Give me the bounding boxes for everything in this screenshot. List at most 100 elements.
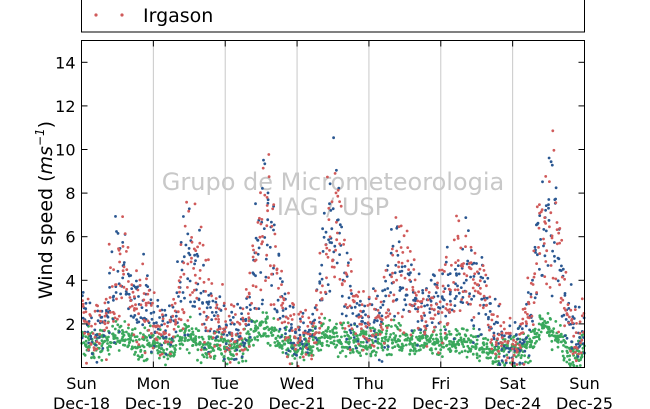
data-point — [457, 272, 461, 276]
data-point — [336, 355, 340, 359]
data-point — [194, 259, 197, 262]
data-point — [456, 264, 460, 267]
data-point — [497, 333, 501, 337]
data-point — [530, 339, 533, 343]
data-point — [260, 320, 264, 324]
x-tick-label-date: Dec-21 — [269, 394, 326, 409]
data-point — [322, 333, 326, 337]
data-point — [188, 293, 192, 297]
data-point — [92, 346, 96, 350]
data-point — [350, 292, 353, 295]
data-point — [376, 346, 380, 350]
data-point — [449, 340, 453, 343]
data-point — [452, 281, 455, 284]
data-point — [293, 343, 297, 347]
data-point — [166, 357, 170, 361]
data-point — [309, 345, 312, 348]
data-point — [573, 308, 577, 311]
data-point — [318, 281, 322, 285]
data-point — [138, 284, 142, 287]
data-point — [579, 358, 582, 362]
data-point — [503, 334, 506, 338]
data-point — [518, 340, 522, 344]
data-point — [281, 301, 285, 305]
data-point — [95, 333, 99, 337]
data-point — [523, 340, 526, 344]
data-point — [455, 294, 458, 298]
data-point — [344, 340, 348, 344]
data-point — [174, 344, 178, 347]
data-point — [570, 317, 574, 321]
data-point — [109, 266, 112, 269]
data-point — [207, 352, 211, 356]
data-point — [208, 355, 212, 358]
data-point — [118, 330, 121, 334]
data-point — [423, 304, 426, 308]
data-point — [334, 191, 338, 195]
data-point — [343, 305, 346, 308]
data-point — [194, 327, 198, 331]
data-point — [519, 356, 523, 360]
data-point — [266, 191, 270, 195]
data-point — [169, 341, 173, 344]
data-point — [344, 303, 348, 306]
data-point — [470, 249, 473, 252]
data-point — [353, 300, 356, 303]
y-tick-label: 12 — [55, 97, 75, 116]
data-point — [374, 335, 377, 339]
data-point — [141, 262, 145, 266]
data-point — [261, 187, 264, 190]
data-point — [236, 320, 239, 324]
data-point — [99, 350, 103, 353]
data-point — [274, 328, 278, 332]
data-point — [373, 289, 377, 293]
data-point — [318, 326, 322, 330]
data-point — [362, 309, 365, 313]
data-point — [141, 344, 145, 348]
data-point — [549, 160, 553, 164]
data-point — [128, 296, 132, 299]
data-point — [448, 272, 452, 275]
data-point — [528, 328, 531, 332]
data-point — [122, 265, 126, 269]
data-point — [245, 306, 249, 309]
data-point — [201, 337, 205, 341]
data-point — [434, 291, 438, 295]
data-point — [493, 297, 497, 301]
data-point — [357, 342, 360, 346]
data-point — [551, 331, 555, 334]
data-point — [203, 340, 206, 344]
data-point — [524, 310, 527, 314]
data-point — [323, 316, 327, 320]
data-point — [408, 310, 412, 313]
data-point — [256, 338, 260, 342]
data-point — [158, 353, 162, 357]
data-point — [520, 327, 524, 331]
data-point — [129, 314, 133, 318]
data-point — [569, 349, 572, 353]
data-point — [212, 349, 216, 352]
data-point — [160, 323, 164, 327]
data-point — [441, 284, 445, 288]
data-point — [114, 291, 118, 294]
data-point — [306, 324, 310, 328]
data-point — [217, 330, 221, 334]
data-point — [342, 321, 345, 325]
data-point — [130, 283, 134, 287]
data-point — [532, 301, 536, 304]
data-point — [134, 303, 137, 307]
data-point — [393, 271, 397, 275]
data-point — [395, 278, 398, 282]
data-point — [82, 311, 86, 314]
data-point — [145, 339, 149, 342]
data-point — [548, 225, 551, 229]
data-point — [470, 297, 473, 301]
data-point — [406, 272, 410, 276]
data-point — [568, 364, 572, 367]
data-point — [519, 346, 522, 350]
data-point — [134, 346, 138, 350]
data-point — [171, 344, 175, 348]
data-point — [365, 352, 368, 356]
data-point — [413, 291, 417, 295]
data-point — [417, 306, 420, 309]
